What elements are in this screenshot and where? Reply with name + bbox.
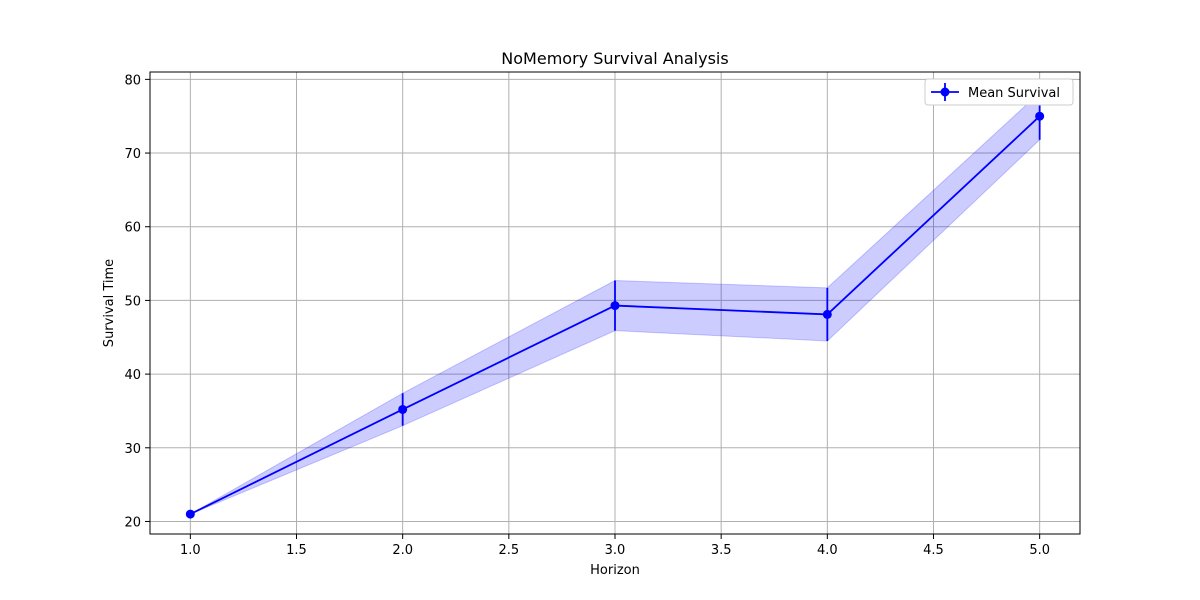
legend-marker xyxy=(940,87,950,97)
legend-label: Mean Survival xyxy=(968,86,1060,101)
x-tick-label: 3.5 xyxy=(711,543,732,558)
x-tick-label: 5.0 xyxy=(1029,543,1050,558)
x-tick-label: 2.5 xyxy=(498,543,519,558)
x-axis-ticks: 1.0 1.5 2.0 2.5 3.0 3.5 4.0 4.5 5.0 xyxy=(180,534,1050,558)
data-point xyxy=(398,404,408,414)
y-tick-label: 30 xyxy=(124,442,141,457)
y-tick-label: 60 xyxy=(124,221,141,236)
x-tick-label: 4.5 xyxy=(923,543,944,558)
x-tick-label: 1.0 xyxy=(180,543,201,558)
y-tick-label: 80 xyxy=(124,73,141,88)
x-axis-label: Horizon xyxy=(590,563,640,578)
x-tick-label: 2.0 xyxy=(392,543,413,558)
x-tick-label: 1.5 xyxy=(286,543,307,558)
series-layer xyxy=(185,92,1045,519)
y-axis-ticks: 20 30 40 50 60 70 80 xyxy=(124,73,150,530)
data-point xyxy=(1035,111,1045,121)
y-tick-label: 50 xyxy=(124,294,141,309)
y-tick-label: 70 xyxy=(124,147,141,162)
y-tick-label: 40 xyxy=(124,368,141,383)
chart-title: NoMemory Survival Analysis xyxy=(501,49,728,68)
legend-box xyxy=(924,78,1074,106)
grid-lines xyxy=(150,72,1080,534)
x-tick-label: 4.0 xyxy=(817,543,838,558)
legend: Mean Survival xyxy=(924,78,1074,106)
data-point xyxy=(822,309,832,319)
data-point xyxy=(185,509,195,519)
y-axis-label: Survival Time xyxy=(102,259,117,347)
x-tick-label: 3.0 xyxy=(605,543,626,558)
y-tick-label: 20 xyxy=(124,515,141,530)
data-point xyxy=(610,301,620,311)
